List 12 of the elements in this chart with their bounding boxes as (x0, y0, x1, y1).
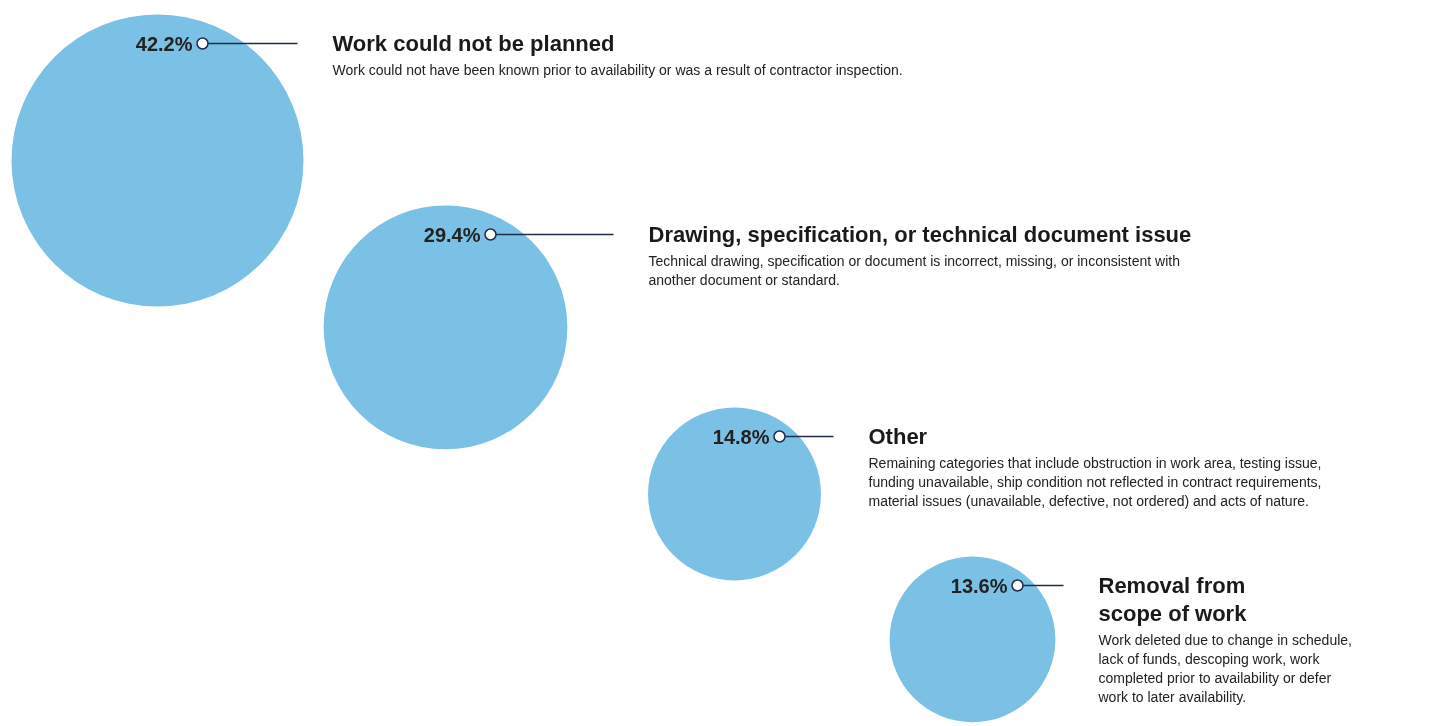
category-label: Removal from scope of work (1098, 573, 1248, 626)
text: Work could not have been known prior to availability or was a result of contractor inspection. (332, 61, 903, 78)
data-label: 29.4% (423, 223, 481, 246)
data-label: 13.6% (950, 574, 1008, 597)
text: Technical drawing, specification or document is incorrect, missing, or inconsistent with another document or standard. (648, 252, 1180, 288)
text: Remaining categories that include obstruction in work area, testing issue, funding unavailable, ship condition not reflected in contract requirements, material issues (unavailable, defective, not ordered) and acts of nature. (868, 454, 1322, 509)
category-label: Other (868, 424, 928, 449)
category-label: Drawing, specification, or technical document issue (648, 222, 1192, 247)
data-label: 42.2% (135, 32, 193, 55)
data-label: 14.8% (712, 425, 770, 448)
category-label: Work could not be planned (332, 31, 615, 56)
text: Work deleted due to change in schedule, lack of funds, descoping work, work completed prior to availability or defer work to later availability. (1097, 631, 1352, 705)
